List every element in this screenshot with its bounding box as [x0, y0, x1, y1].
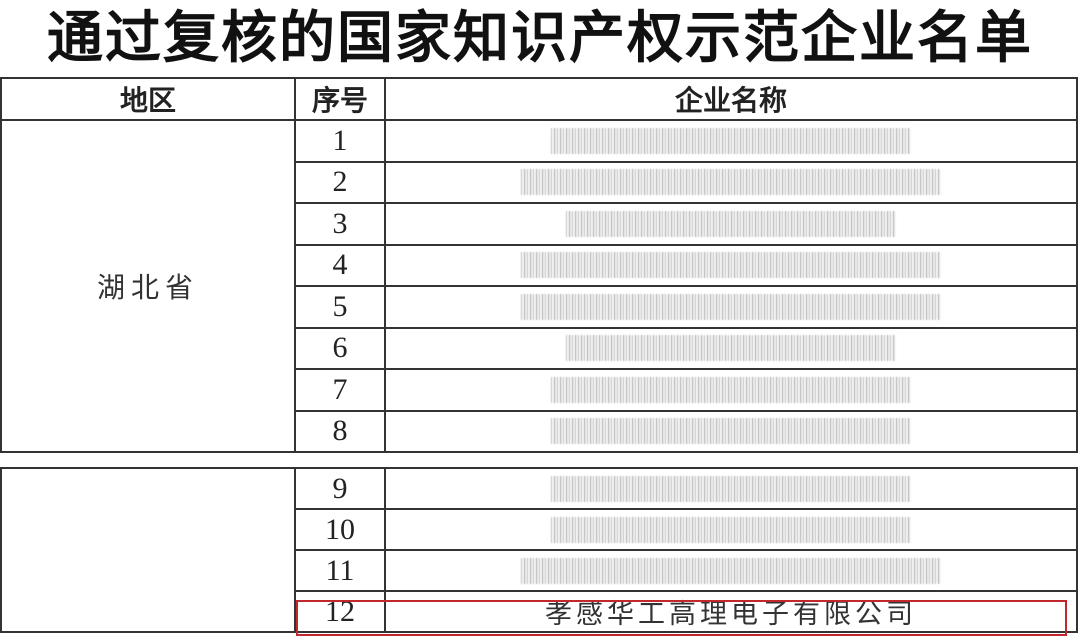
- table-row: 10: [1, 508, 1078, 551]
- company-name: 孝感华工高理电子有限公司: [384, 590, 1078, 633]
- header-company: 企业名称: [384, 77, 1078, 121]
- company-cell-redacted: [384, 368, 1078, 412]
- company-cell-redacted: [384, 409, 1078, 453]
- table-row: 2: [1, 160, 1078, 204]
- header-region: 地区: [0, 77, 296, 121]
- table-row: 6: [1, 326, 1078, 370]
- row-number: 1: [294, 119, 386, 163]
- table-row: 湖北省 1: [0, 119, 1078, 453]
- table-row: 8: [1, 409, 1078, 453]
- company-cell-redacted: [384, 243, 1078, 287]
- table-row: 7: [1, 368, 1078, 412]
- row-number: 9: [294, 467, 386, 510]
- row-number: 8: [294, 409, 386, 453]
- region-cell: [0, 467, 296, 633]
- row-number: 10: [294, 508, 386, 551]
- list-table-part-2: 9 10 11 12 孝感华工高理电子有限公司: [0, 467, 1078, 633]
- company-cell-redacted: [384, 160, 1078, 204]
- company-cell-redacted: [384, 119, 1078, 163]
- table-row: 5: [1, 285, 1078, 329]
- company-cell-redacted: [384, 202, 1078, 246]
- table-row: 3: [1, 202, 1078, 246]
- row-number: 4: [294, 243, 386, 287]
- company-cell-redacted: [384, 285, 1078, 329]
- row-number: 7: [294, 368, 386, 412]
- company-cell-redacted: [384, 508, 1078, 551]
- row-number: 11: [294, 549, 386, 592]
- row-number: 2: [294, 160, 386, 204]
- page-title: 通过复核的国家知识产权示范企业名单: [47, 5, 1033, 71]
- table-row-highlighted: 12 孝感华工高理电子有限公司: [1, 590, 1078, 633]
- table-row: 11: [1, 549, 1078, 592]
- header-number: 序号: [294, 77, 386, 121]
- table-row: 9: [0, 467, 1078, 633]
- list-table-part-1: 地区 序号 企业名称 湖北省 1 2 3 4 5 6 7 8: [0, 77, 1078, 453]
- row-number: 5: [294, 285, 386, 329]
- region-cell: 湖北省: [0, 119, 296, 453]
- company-cell-redacted: [384, 549, 1078, 592]
- row-number: 3: [294, 202, 386, 246]
- row-number: 12: [294, 590, 386, 633]
- table-row: 4: [1, 243, 1078, 287]
- table-header-row: 地区 序号 企业名称: [0, 77, 1078, 121]
- company-cell-redacted: [384, 467, 1078, 510]
- company-cell-redacted: [384, 326, 1078, 370]
- row-number: 6: [294, 326, 386, 370]
